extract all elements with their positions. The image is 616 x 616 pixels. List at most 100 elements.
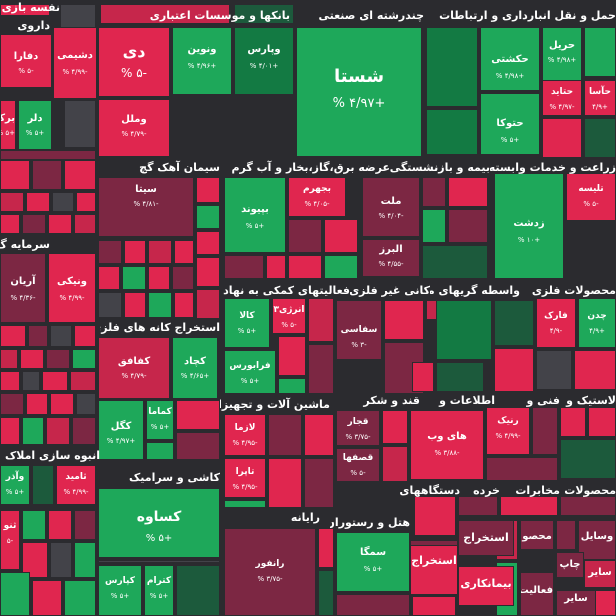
stock-tile[interactable] xyxy=(436,300,492,360)
stock-tile[interactable] xyxy=(532,407,558,455)
stock-tile[interactable]: حکشتی +۴/۹۸ % xyxy=(480,27,540,91)
stock-tile[interactable] xyxy=(98,560,220,563)
stock-tile[interactable] xyxy=(458,496,498,516)
stock-tile[interactable]: لازما -۴/۹۵ % xyxy=(224,414,266,456)
stock-tile[interactable] xyxy=(196,231,220,255)
stock-tile[interactable] xyxy=(560,439,616,479)
stock-tile[interactable]: دلر +۵ % xyxy=(18,100,52,150)
stock-tile[interactable] xyxy=(76,192,96,212)
stock-tile[interactable] xyxy=(324,255,358,279)
stock-tile[interactable]: قصفها -۵ % xyxy=(336,448,380,482)
stock-tile[interactable] xyxy=(224,500,266,508)
stock-tile[interactable] xyxy=(382,410,408,444)
stock-tile[interactable] xyxy=(74,325,96,347)
stock-tile[interactable] xyxy=(176,400,220,430)
stock-tile[interactable] xyxy=(304,414,334,456)
stock-tile[interactable] xyxy=(448,209,488,243)
stock-tile[interactable]: حریل +۴/۹۸ % xyxy=(542,27,582,83)
stock-tile[interactable]: قجار -۳/۷۵ % xyxy=(336,410,380,446)
stock-tile[interactable]: چاپ xyxy=(556,552,584,578)
stock-tile[interactable] xyxy=(22,214,46,234)
stock-tile[interactable] xyxy=(542,118,582,158)
stock-tile[interactable] xyxy=(318,570,334,616)
stock-tile[interactable] xyxy=(494,348,534,392)
stock-tile[interactable] xyxy=(48,214,72,234)
stock-tile[interactable]: بجهرم -۴/۰۵ % xyxy=(288,177,346,217)
stock-tile[interactable]: دی -۵ % xyxy=(98,27,170,97)
stock-tile[interactable] xyxy=(560,496,616,516)
stock-tile[interactable] xyxy=(98,266,120,290)
stock-tile[interactable]: استخراج xyxy=(410,545,458,595)
stock-tile[interactable] xyxy=(42,371,68,391)
stock-tile[interactable] xyxy=(0,214,20,234)
stock-tile[interactable] xyxy=(74,510,96,540)
stock-tile[interactable] xyxy=(98,240,122,264)
stock-tile[interactable]: فارک -۴/۹ xyxy=(536,298,576,348)
stock-tile[interactable]: کپارس +۵ % xyxy=(98,565,142,616)
stock-tile[interactable] xyxy=(26,192,50,212)
stock-tile[interactable] xyxy=(22,510,46,540)
stock-tile[interactable]: رنیک -۴/۹۹ % xyxy=(486,407,530,455)
stock-tile[interactable] xyxy=(426,109,478,155)
stock-tile[interactable]: فعالیت xyxy=(520,572,554,616)
stock-tile[interactable] xyxy=(318,528,334,568)
stock-tile[interactable] xyxy=(172,266,194,290)
stock-tile[interactable] xyxy=(28,325,48,347)
stock-tile[interactable]: حتوکا +۵ % xyxy=(480,93,540,155)
stock-tile[interactable] xyxy=(308,298,334,342)
stock-tile[interactable]: سایر xyxy=(556,590,596,616)
stock-tile[interactable] xyxy=(0,393,24,415)
stock-tile[interactable]: انرژی۳ -۵ % xyxy=(272,298,306,334)
stock-tile[interactable] xyxy=(48,510,72,540)
stock-tile[interactable] xyxy=(124,240,146,264)
stock-tile[interactable] xyxy=(224,255,264,279)
stock-tile[interactable] xyxy=(448,177,488,207)
stock-tile[interactable] xyxy=(494,300,534,346)
stock-tile[interactable] xyxy=(124,292,146,318)
stock-tile[interactable] xyxy=(146,442,174,460)
stock-tile[interactable]: ونوین +۴/۹۶ % xyxy=(172,27,232,95)
stock-tile[interactable] xyxy=(20,349,44,369)
stock-tile[interactable]: بیمانکاری xyxy=(458,566,514,606)
stock-tile[interactable] xyxy=(74,214,96,234)
stock-tile[interactable]: رانفور -۳/۷۵ % xyxy=(224,528,316,616)
stock-tile[interactable]: کماما +۵ % xyxy=(146,400,174,440)
stock-tile[interactable]: چدن +۴/۹ xyxy=(578,298,616,348)
stock-tile[interactable]: کگل +۴/۹۷ % xyxy=(98,400,144,460)
stock-tile[interactable] xyxy=(536,350,572,390)
stock-tile[interactable]: فرابورس +۵ % xyxy=(224,350,276,394)
stock-tile[interactable] xyxy=(0,572,30,616)
stock-tile[interactable] xyxy=(174,240,194,264)
stock-tile[interactable] xyxy=(176,565,220,616)
stock-tile[interactable] xyxy=(0,192,24,212)
stock-tile[interactable] xyxy=(32,160,62,190)
stock-tile[interactable]: آریان -۴/۳۶ % xyxy=(0,253,46,323)
stock-tile[interactable]: ثامید -۴/۹۹ % xyxy=(56,465,96,505)
stock-tile[interactable]: ثنو -۵ xyxy=(0,510,20,570)
stock-tile[interactable] xyxy=(560,407,586,437)
stock-tile[interactable] xyxy=(148,240,172,264)
stock-tile[interactable]: وآذر +۵ % xyxy=(0,465,30,505)
stock-tile[interactable] xyxy=(278,336,306,376)
stock-tile[interactable] xyxy=(0,160,30,190)
stock-tile[interactable] xyxy=(64,580,96,616)
stock-tile[interactable]: های وب -۳/۸۸ % xyxy=(410,410,484,480)
stock-tile[interactable]: استخراج xyxy=(458,520,514,556)
stock-tile[interactable]: زدشت +۱۰ % xyxy=(494,173,564,279)
stock-tile[interactable] xyxy=(288,219,322,253)
stock-tile[interactable] xyxy=(148,292,172,318)
stock-tile[interactable] xyxy=(176,432,220,460)
stock-tile[interactable] xyxy=(76,393,96,415)
stock-tile[interactable] xyxy=(436,362,484,392)
stock-tile[interactable] xyxy=(422,245,488,279)
stock-tile[interactable] xyxy=(70,371,96,391)
stock-tile[interactable]: وپارس +۴/۰۱ % xyxy=(234,27,294,95)
stock-tile[interactable] xyxy=(98,292,122,318)
stock-tile[interactable]: محصو xyxy=(520,520,554,550)
stock-tile[interactable] xyxy=(122,266,146,290)
stock-tile[interactable] xyxy=(50,325,72,347)
stock-tile[interactable] xyxy=(304,458,334,508)
stock-tile[interactable] xyxy=(324,219,358,253)
stock-tile[interactable] xyxy=(22,417,44,445)
stock-tile[interactable]: سیتا -۴/۸۱ % xyxy=(98,177,194,237)
